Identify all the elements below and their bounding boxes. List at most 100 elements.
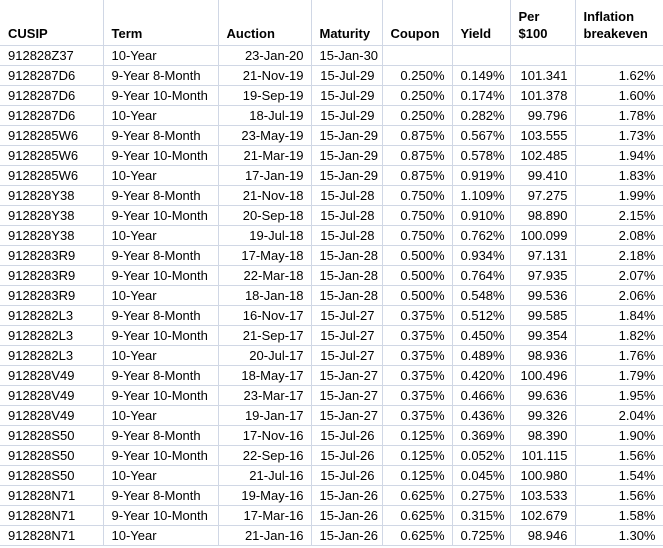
cell-yield[interactable]: 0.934%	[452, 245, 511, 266]
cell-inflation-breakeven[interactable]	[575, 45, 663, 66]
column-header-coupon[interactable]: Coupon	[382, 0, 453, 46]
cell-auction[interactable]: 23-Mar-17	[218, 385, 312, 406]
cell-coupon[interactable]: 0.500%	[382, 245, 453, 266]
cell-auction[interactable]: 23-Jan-20	[218, 45, 312, 66]
cell-yield[interactable]: 0.764%	[452, 265, 511, 286]
cell-term[interactable]: 10-Year	[103, 105, 219, 126]
cell-inflation-breakeven[interactable]: 2.04%	[575, 405, 663, 426]
cell-auction[interactable]: 22-Sep-16	[218, 445, 312, 466]
cell-coupon[interactable]	[382, 45, 453, 66]
cell-cusip[interactable]: 912828V49	[0, 385, 104, 406]
cell-per-100[interactable]: 98.936	[510, 345, 576, 366]
cell-term[interactable]: 9-Year 10-Month	[103, 265, 219, 286]
cell-maturity[interactable]: 15-Jan-28	[311, 285, 383, 306]
column-header-maturity[interactable]: Maturity	[311, 0, 383, 46]
cell-coupon[interactable]: 0.125%	[382, 465, 453, 486]
cell-yield[interactable]: 0.762%	[452, 225, 511, 246]
cell-cusip[interactable]: 912828Y38	[0, 225, 104, 246]
cell-yield[interactable]: 0.910%	[452, 205, 511, 226]
cell-inflation-breakeven[interactable]: 1.73%	[575, 125, 663, 146]
cell-cusip[interactable]: 9128285W6	[0, 125, 104, 146]
cell-inflation-breakeven[interactable]: 1.58%	[575, 505, 663, 526]
cell-coupon[interactable]: 0.750%	[382, 225, 453, 246]
cell-auction[interactable]: 19-May-16	[218, 485, 312, 506]
cell-cusip[interactable]: 912828V49	[0, 405, 104, 426]
cell-inflation-breakeven[interactable]: 1.62%	[575, 65, 663, 86]
cell-auction[interactable]: 20-Sep-18	[218, 205, 312, 226]
cell-per-100[interactable]: 98.390	[510, 425, 576, 446]
cell-term[interactable]: 9-Year 8-Month	[103, 185, 219, 206]
cell-yield[interactable]: 0.315%	[452, 505, 511, 526]
cell-auction[interactable]: 20-Jul-17	[218, 345, 312, 366]
cell-term[interactable]: 9-Year 8-Month	[103, 245, 219, 266]
cell-yield[interactable]: 0.512%	[452, 305, 511, 326]
cell-term[interactable]: 10-Year	[103, 225, 219, 246]
cell-per-100[interactable]: 102.679	[510, 505, 576, 526]
cell-cusip[interactable]: 912828S50	[0, 445, 104, 466]
cell-inflation-breakeven[interactable]: 1.82%	[575, 325, 663, 346]
cell-per-100[interactable]: 97.131	[510, 245, 576, 266]
cell-per-100[interactable]: 99.585	[510, 305, 576, 326]
cell-maturity[interactable]: 15-Jul-29	[311, 105, 383, 126]
cell-maturity[interactable]: 15-Jan-26	[311, 485, 383, 506]
cell-per-100[interactable]: 100.496	[510, 365, 576, 386]
cell-yield[interactable]: 0.174%	[452, 85, 511, 106]
cell-per-100[interactable]: 100.980	[510, 465, 576, 486]
cell-maturity[interactable]: 15-Jan-26	[311, 525, 383, 546]
cell-term[interactable]: 10-Year	[103, 165, 219, 186]
cell-auction[interactable]: 17-Mar-16	[218, 505, 312, 526]
cell-term[interactable]: 9-Year 10-Month	[103, 85, 219, 106]
cell-cusip[interactable]: 9128283R9	[0, 265, 104, 286]
cell-coupon[interactable]: 0.375%	[382, 385, 453, 406]
cell-auction[interactable]: 21-Nov-19	[218, 65, 312, 86]
cell-maturity[interactable]: 15-Jan-28	[311, 265, 383, 286]
column-header-per-100[interactable]: Per $100	[510, 0, 576, 46]
cell-per-100[interactable]: 99.536	[510, 285, 576, 306]
cell-per-100[interactable]: 99.410	[510, 165, 576, 186]
column-header-auction[interactable]: Auction	[218, 0, 312, 46]
cell-term[interactable]: 10-Year	[103, 525, 219, 546]
cell-inflation-breakeven[interactable]: 1.99%	[575, 185, 663, 206]
cell-maturity[interactable]: 15-Jan-27	[311, 365, 383, 386]
cell-per-100[interactable]: 99.354	[510, 325, 576, 346]
cell-auction[interactable]: 23-May-19	[218, 125, 312, 146]
column-header-inflation-breakeven[interactable]: Inflation breakeven	[575, 0, 663, 46]
cell-yield[interactable]: 0.275%	[452, 485, 511, 506]
cell-coupon[interactable]: 0.625%	[382, 505, 453, 526]
cell-auction[interactable]: 16-Nov-17	[218, 305, 312, 326]
cell-coupon[interactable]: 0.250%	[382, 105, 453, 126]
cell-auction[interactable]: 17-Jan-19	[218, 165, 312, 186]
cell-per-100[interactable]: 102.485	[510, 145, 576, 166]
cell-inflation-breakeven[interactable]: 2.07%	[575, 265, 663, 286]
cell-yield[interactable]: 0.149%	[452, 65, 511, 86]
cell-yield[interactable]: 1.109%	[452, 185, 511, 206]
cell-inflation-breakeven[interactable]: 1.94%	[575, 145, 663, 166]
cell-term[interactable]: 10-Year	[103, 405, 219, 426]
cell-inflation-breakeven[interactable]: 1.83%	[575, 165, 663, 186]
cell-coupon[interactable]: 0.125%	[382, 425, 453, 446]
cell-maturity[interactable]: 15-Jul-27	[311, 305, 383, 326]
cell-cusip[interactable]: 912828V49	[0, 365, 104, 386]
cell-maturity[interactable]: 15-Jan-30	[311, 45, 383, 66]
cell-yield[interactable]: 0.725%	[452, 525, 511, 546]
cell-maturity[interactable]: 15-Jul-29	[311, 65, 383, 86]
cell-maturity[interactable]: 15-Jul-28	[311, 185, 383, 206]
cell-inflation-breakeven[interactable]: 1.76%	[575, 345, 663, 366]
cell-yield[interactable]: 0.282%	[452, 105, 511, 126]
cell-term[interactable]: 10-Year	[103, 45, 219, 66]
cell-per-100[interactable]: 101.341	[510, 65, 576, 86]
cell-coupon[interactable]: 0.875%	[382, 125, 453, 146]
cell-cusip[interactable]: 9128287D6	[0, 85, 104, 106]
cell-auction[interactable]: 18-Jan-18	[218, 285, 312, 306]
cell-per-100[interactable]: 99.796	[510, 105, 576, 126]
cell-auction[interactable]: 21-Jul-16	[218, 465, 312, 486]
cell-term[interactable]: 9-Year 8-Month	[103, 425, 219, 446]
cell-cusip[interactable]: 912828S50	[0, 425, 104, 446]
cell-coupon[interactable]: 0.750%	[382, 205, 453, 226]
cell-term[interactable]: 9-Year 8-Month	[103, 305, 219, 326]
cell-term[interactable]: 9-Year 10-Month	[103, 325, 219, 346]
cell-yield[interactable]: 0.567%	[452, 125, 511, 146]
cell-inflation-breakeven[interactable]: 2.06%	[575, 285, 663, 306]
cell-auction[interactable]: 19-Jul-18	[218, 225, 312, 246]
cell-coupon[interactable]: 0.625%	[382, 485, 453, 506]
